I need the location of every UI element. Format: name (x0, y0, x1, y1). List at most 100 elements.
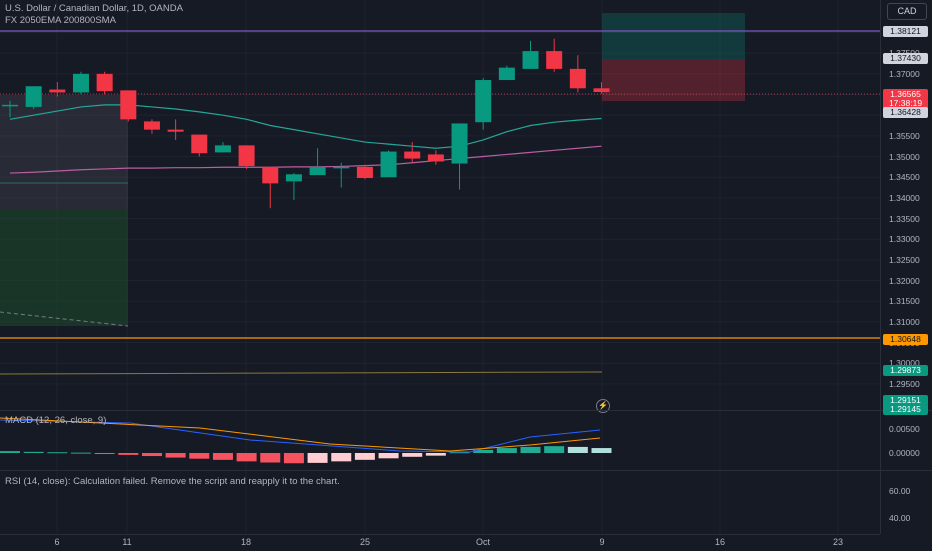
pane-divider-rsi[interactable] (0, 470, 932, 471)
price-tick: 1.31000 (889, 316, 920, 327)
time-axis[interactable] (0, 534, 880, 551)
price-tick: 1.32500 (889, 254, 920, 265)
candle-body (143, 121, 160, 130)
price-tick: 1.33000 (889, 234, 920, 245)
price-tick: 1.34000 (889, 192, 920, 203)
target-badge: 1.37430 (883, 53, 928, 64)
sma-b-badge: 1.29145 (883, 404, 928, 415)
position-box (0, 95, 128, 210)
candle-body (309, 166, 326, 176)
candle-body (214, 145, 231, 153)
stop-zone (602, 59, 745, 101)
entry-badge: 1.36428 (883, 107, 928, 118)
candle-body (522, 51, 539, 69)
position-dash (0, 311, 129, 327)
candle-body (191, 134, 208, 154)
candle-body (475, 80, 492, 123)
countdown-badge: 17:38:19 (883, 98, 928, 109)
ema-badge: 1.29873 (883, 365, 928, 376)
macd-tick-high: 0.00500 (889, 424, 920, 434)
macd-tick-zero: 0.00000 (889, 448, 920, 458)
macd-bar (94, 453, 115, 454)
macd-legend[interactable]: MACD (12, 26, close, 9) (5, 415, 107, 426)
candle-body (49, 89, 66, 93)
pane-divider-macd[interactable] (0, 410, 932, 411)
time-tick: Oct (475, 537, 491, 547)
candle-body (356, 166, 373, 179)
price-tick: 1.35000 (889, 151, 920, 162)
target-zone (602, 13, 745, 59)
macd-bar (378, 453, 399, 459)
macd-bar (354, 453, 375, 460)
price-tick: 1.31500 (889, 296, 920, 307)
chart-canvas[interactable] (0, 0, 880, 534)
symbol-legend[interactable]: U.S. Dollar / Canadian Dollar, 1D, OANDA (5, 3, 183, 14)
macd-bar (496, 448, 517, 453)
price-tick: 1.33500 (889, 213, 920, 224)
candle-body (546, 51, 563, 69)
time-tick: 23 (832, 537, 844, 547)
time-tick: 16 (714, 537, 726, 547)
candle-body (451, 123, 468, 164)
candle-body (2, 104, 18, 107)
time-tick: 6 (54, 537, 60, 547)
price-axis[interactable] (880, 0, 932, 534)
last-price-badge: 1.36565 (883, 89, 928, 100)
macd-bar (23, 451, 44, 453)
position-profit-zone (0, 210, 128, 326)
macd-bar (331, 453, 352, 462)
indicator-legend[interactable]: FX 2050EMA 200800SMA (5, 15, 116, 26)
price-tick: 1.34500 (889, 172, 920, 183)
macd-bar (47, 452, 68, 454)
price-tick: 1.30000 (889, 358, 920, 369)
bottom-line-badge: 1.30648 (883, 334, 928, 345)
price-tick: 1.35500 (889, 130, 920, 141)
macd-bar (260, 453, 281, 463)
time-tick: 11 (122, 537, 132, 547)
candle-body (404, 151, 421, 159)
ema-line (9, 104, 602, 149)
macd-bar (0, 451, 20, 453)
time-tick: 9 (599, 537, 605, 547)
macd-bar (141, 453, 162, 457)
candle-body (285, 174, 302, 182)
macd-bar (165, 453, 186, 458)
macd-bar (402, 453, 423, 457)
macd-bar (236, 453, 257, 462)
signal-line (0, 417, 601, 452)
indicator-line (0, 371, 603, 375)
macd-bar (118, 453, 139, 455)
macd-bar (189, 453, 210, 459)
top-line-badge: 1.38121 (883, 26, 928, 37)
candle-body (380, 151, 397, 178)
macd-bar (591, 448, 612, 453)
candle-body (498, 67, 515, 81)
candle-body (72, 73, 89, 93)
price-tick: 1.29500 (889, 378, 920, 389)
macd-bar (283, 453, 304, 464)
candle-body (25, 86, 42, 107)
time-tick: 18 (240, 537, 252, 547)
rsi-legend[interactable]: RSI (14, close): Calculation failed. Rem… (5, 476, 340, 487)
candle-body (593, 88, 610, 93)
lightning-icon[interactable]: ⚡ (596, 399, 610, 413)
macd-bar (449, 452, 470, 454)
macd-bar (544, 446, 565, 453)
candle-body (427, 154, 444, 162)
candle-body (96, 73, 113, 92)
price-chart[interactable] (0, 0, 880, 534)
candle-body (262, 166, 279, 184)
sma-a-badge: 1.29151 (883, 395, 928, 406)
currency-button[interactable]: CAD (887, 3, 927, 20)
candle-body (333, 166, 350, 169)
macd-bar (520, 446, 541, 453)
candle-body (120, 90, 137, 120)
sma-line (9, 145, 602, 174)
candle-body (167, 129, 184, 132)
time-tick: 25 (359, 537, 371, 547)
macd-bar (567, 446, 588, 453)
macd-bar (425, 453, 446, 456)
price-tick: 1.32000 (889, 275, 920, 286)
rsi-tick-40: 40.00 (889, 513, 911, 523)
rsi-tick-60: 60.00 (889, 486, 911, 496)
